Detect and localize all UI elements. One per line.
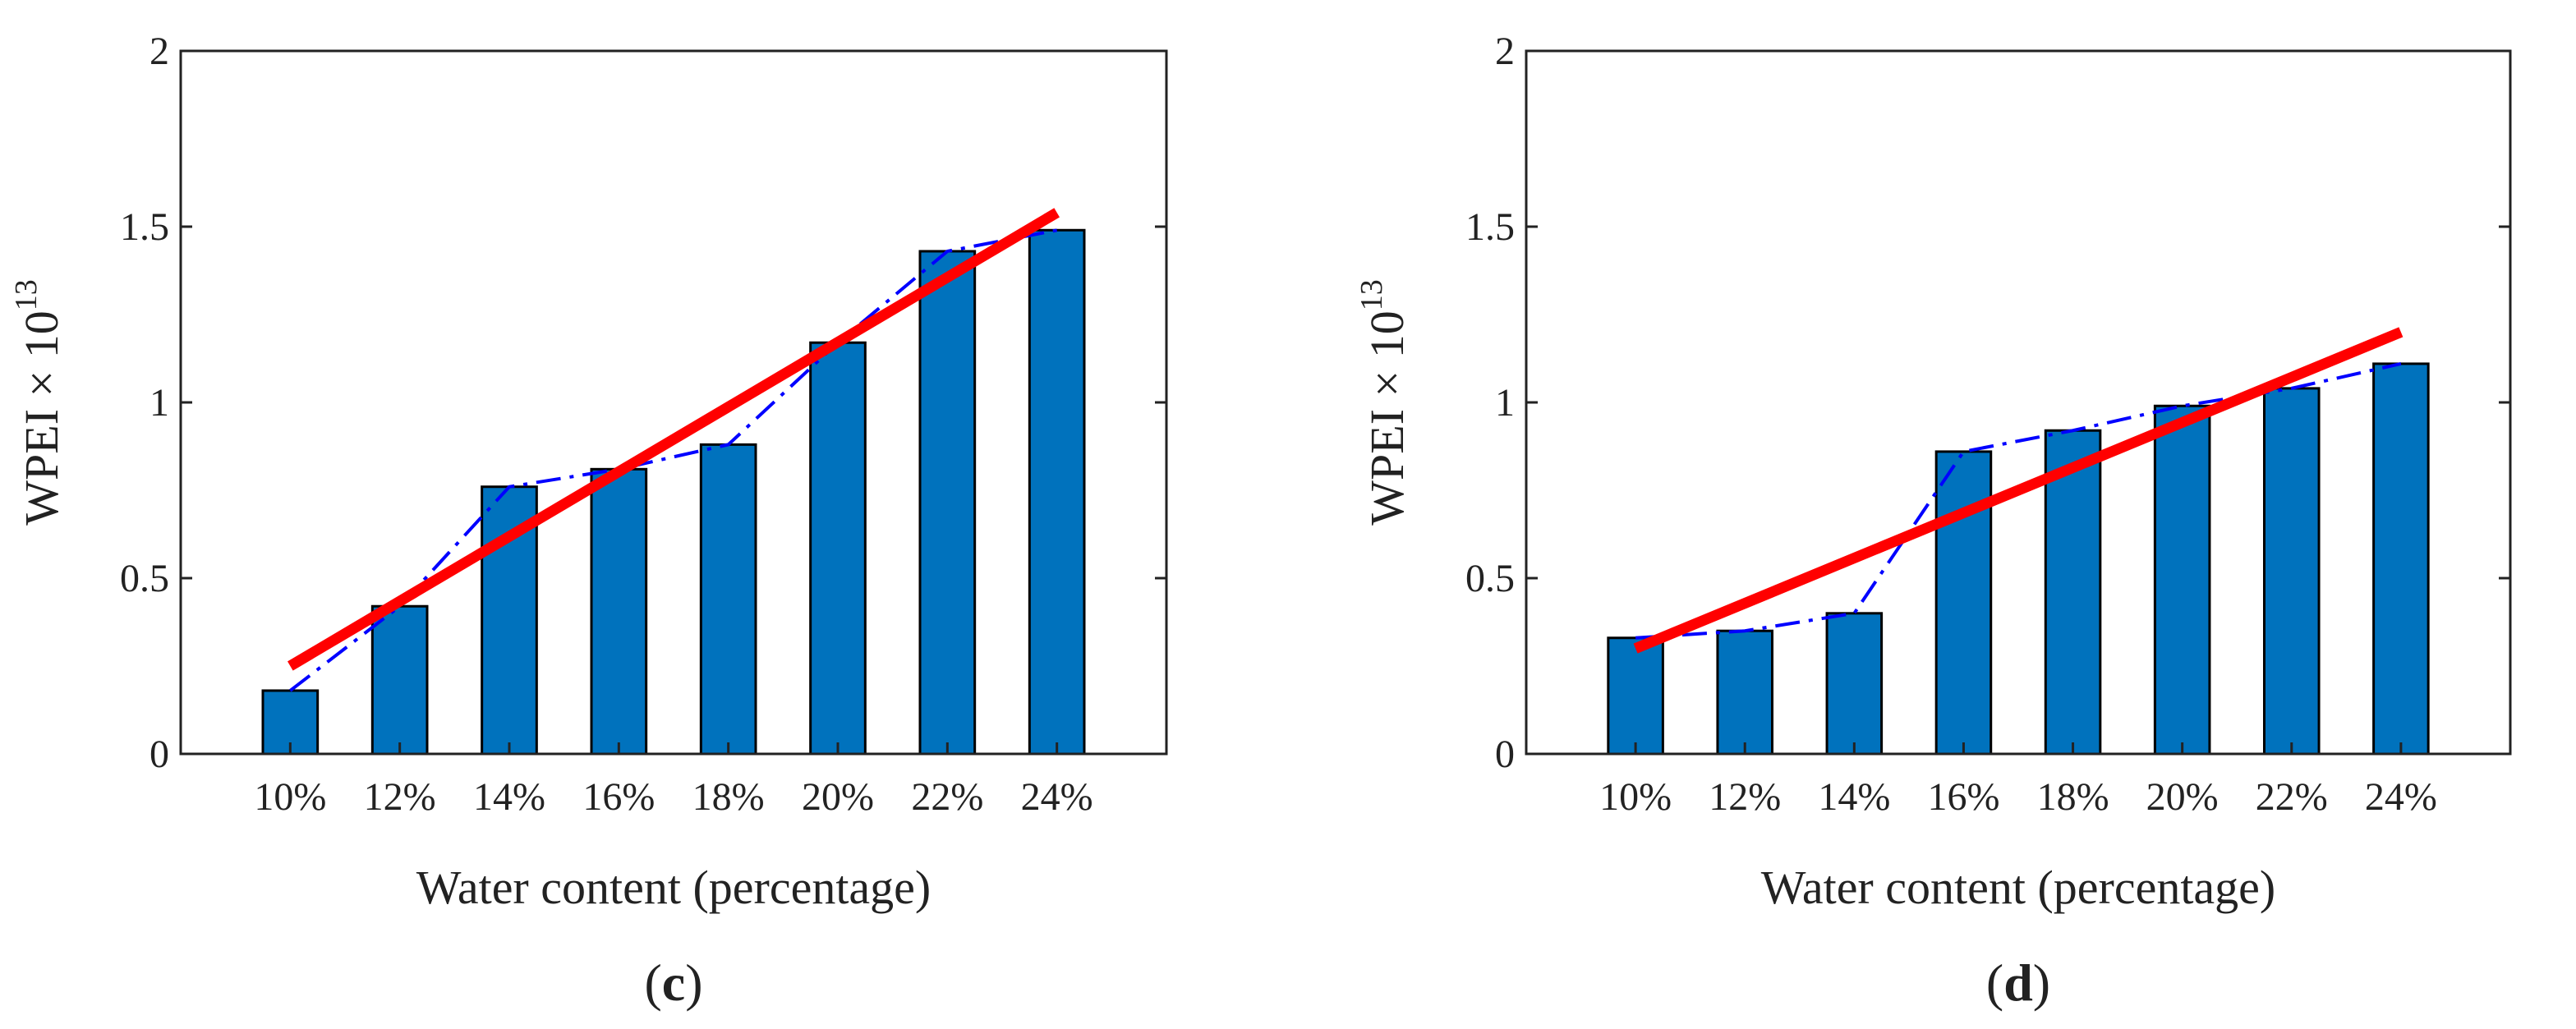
bar-c-4 <box>699 443 757 756</box>
x-tick-label-d-1: 12% <box>1709 775 1781 819</box>
y-tick-label-d-2: 1 <box>1495 381 1515 425</box>
y-ticks-d: 0 0.5 1 1.5 2 <box>1465 30 2510 776</box>
x-tick-label-c-0: 10% <box>254 775 326 819</box>
panel-caption-c: (c) <box>644 953 702 1012</box>
bar-d-4 <box>2044 429 2102 756</box>
bar-d-2 <box>1825 612 1884 756</box>
bar-d-3 <box>1934 450 1993 756</box>
y-tick-label-c-1: 0.5 <box>120 557 169 600</box>
y-axis-label-c: WPEI × 1013 <box>9 279 68 525</box>
bar-d-0 <box>1607 636 1664 756</box>
x-tick-label-c-2: 14% <box>473 775 545 819</box>
bar-d-7 <box>2372 362 2430 756</box>
x-tick-label-d-4: 18% <box>2037 775 2109 819</box>
y-tick-label-c-4: 2 <box>150 30 169 73</box>
trend-line-d <box>1635 361 2402 640</box>
x-tick-label-c-6: 22% <box>911 775 983 819</box>
fit-line-d <box>1633 327 2404 654</box>
bar-d-5 <box>2153 404 2211 756</box>
bars-d <box>1607 362 2430 756</box>
y-tick-label-c-2: 1 <box>150 381 169 425</box>
x-tick-label-d-2: 14% <box>1818 775 1890 819</box>
x-tick-label-d-0: 10% <box>1599 775 1672 819</box>
y-tick-label-d-4: 2 <box>1495 30 1515 73</box>
y-tick-label-c-3: 1.5 <box>120 205 169 249</box>
axes-frame-d <box>1525 49 2512 756</box>
y-tick-label-c-0: 0 <box>150 733 169 776</box>
x-tick-label-c-1: 12% <box>364 775 436 819</box>
x-tick-label-c-3: 16% <box>582 775 655 819</box>
x-ticks-c: 10% 12% 14% 16% 18% 20% 22% 24% <box>254 742 1093 819</box>
bar-c-6 <box>918 250 977 756</box>
x-tick-label-c-7: 24% <box>1021 775 1093 819</box>
bars-c <box>261 228 1086 756</box>
y-tick-label-d-1: 0.5 <box>1465 557 1515 600</box>
bar-c-5 <box>809 341 867 756</box>
panel-c: 0 0.5 1 1.5 2 10% 12% 14% 16% 18% 20% 22% 24% WPEI … <box>9 30 1168 1012</box>
panel-d: 0 0.5 1 1.5 2 10% 12% 14% 16% 18% 20% 22% 24% WPEI … <box>1355 30 2512 1012</box>
y-tick-label-d-3: 1.5 <box>1465 205 1515 249</box>
bar-c-7 <box>1028 228 1086 756</box>
x-tick-label-d-5: 20% <box>2146 775 2219 819</box>
panel-caption-d: (d) <box>1986 953 2050 1012</box>
bar-c-1 <box>370 604 429 756</box>
bar-c-3 <box>590 467 648 756</box>
x-tick-label-c-5: 20% <box>802 775 874 819</box>
x-tick-label-d-6: 22% <box>2256 775 2328 819</box>
x-tick-label-c-4: 18% <box>692 775 765 819</box>
y-ticks-c: 0 0.5 1 1.5 2 <box>120 30 1166 776</box>
x-axis-label-d: Water content (percentage) <box>1761 861 2276 914</box>
x-axis-label-c: Water content (percentage) <box>416 861 932 914</box>
y-tick-label-d-0: 0 <box>1495 733 1515 776</box>
x-tick-label-d-7: 24% <box>2365 775 2437 819</box>
x-ticks-d: 10% 12% 14% 16% 18% 20% 22% 24% <box>1599 742 2437 819</box>
fit-line-c <box>288 208 1060 671</box>
bar-d-6 <box>2263 387 2321 756</box>
y-axis-label-d: WPEI × 1013 <box>1355 279 1414 525</box>
bar-d-1 <box>1716 629 1773 756</box>
x-tick-label-d-3: 16% <box>1927 775 1999 819</box>
